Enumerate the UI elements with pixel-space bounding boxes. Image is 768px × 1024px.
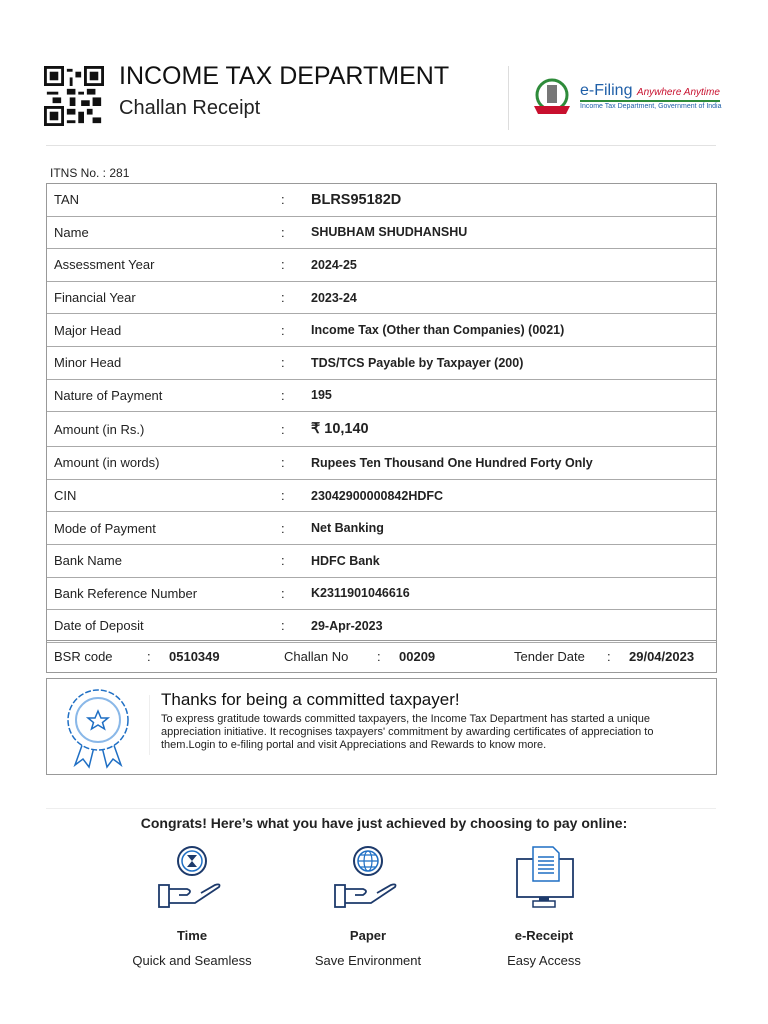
table-row: Amount (in Rs.): ₹ 10,140 (47, 412, 716, 448)
table-row: Amount (in words): Rupees Ten Thousand On… (47, 447, 716, 480)
table-row: Major Head: Income Tax (Other than Compan… (47, 314, 716, 347)
row-value: HDFC Bank (311, 553, 380, 568)
divider (46, 145, 716, 146)
page-title: INCOME TAX DEPARTMENT (119, 62, 450, 90)
divider (149, 695, 150, 755)
row-value: Net Banking (311, 521, 384, 536)
hourglass-hand-icon (158, 846, 221, 908)
row-label: Amount (in words) (54, 455, 160, 471)
row-label: Date of Deposit (54, 618, 144, 634)
table-row: TAN: BLRS95182D (47, 184, 716, 217)
row-value: 29-Apr-2023 (311, 618, 383, 633)
row-value: 23042900000842HDFC (311, 488, 444, 503)
row-label: Bank Reference Number (54, 585, 198, 601)
row-label: Name (54, 224, 89, 240)
feature-paper: Paper Save Environment (288, 845, 448, 968)
congrats-heading: Congrats! Here’s what you have just achi… (140, 815, 628, 831)
table-row: Mode of Payment: Net Banking (47, 512, 716, 545)
row-label: Bank Name (54, 553, 122, 569)
row-value: TDS/TCS Payable by Taxpayer (200) (311, 355, 524, 370)
row-value: BLRS95182D (311, 191, 402, 208)
tender-label: Tender Date (514, 649, 585, 664)
row-value: Rupees Ten Thousand One Hundred Forty On… (311, 455, 593, 470)
table-row: Minor Head: TDS/TCS Payable by Taxpayer (… (47, 347, 716, 380)
table-row: Date of Deposit:29-Apr-2023 (47, 610, 716, 643)
table-row: Nature of Payment:195 (47, 380, 716, 413)
row-label: TAN (54, 192, 80, 208)
bsr-code: 0510349 (169, 649, 220, 664)
feature-ereceipt: e-Receipt Easy Access (464, 845, 624, 968)
row-value: Income Tax (Other than Companies) (0021) (311, 323, 565, 338)
divider (508, 66, 509, 130)
table-row: Bank Reference Number: K2311901046616 (47, 578, 716, 611)
row-value: 2024-25 (311, 257, 357, 272)
table-row: Financial Year:2023-24 (47, 282, 716, 315)
table-row: Bank Name: HDFC Bank (47, 545, 716, 578)
row-label: Mode of Payment (54, 520, 156, 536)
divider (46, 808, 716, 809)
table-row: CIN:23042900000842HDFC (47, 480, 716, 513)
qr-code-icon (44, 66, 104, 126)
row-value: SHUBHAM SHUDHANSHU (311, 225, 468, 240)
efiling-logo: e-Filing Anywhere Anytime Income Tax Dep… (530, 76, 722, 120)
tender-date: 29/04/2023 (629, 649, 695, 664)
globe-hand-icon (334, 846, 397, 908)
feature-time: Time Quick and Seamless (112, 845, 272, 968)
row-label: Major Head (54, 322, 122, 338)
challan-number: 00209 (399, 649, 436, 664)
row-label: Minor Head (54, 355, 122, 371)
row-label: Financial Year (54, 290, 136, 306)
row-value: ₹ 10,140 (311, 421, 369, 438)
row-label: Assessment Year (54, 257, 155, 273)
challan-details-table: TAN: BLRS95182D Name: SHUBHAM SHUDHANSHU Ass… (46, 183, 717, 643)
row-value: 2023-24 (311, 290, 357, 305)
page-subtitle: Challan Receipt (119, 97, 261, 119)
bsr-label: BSR code (54, 649, 113, 664)
row-value: 195 (311, 388, 332, 403)
document-monitor-icon (516, 846, 574, 908)
bsr-row: BSR code : 0510349 Challan No : 00209 Te… (46, 640, 717, 673)
table-row: Name: SHUBHAM SHUDHANSHU (47, 217, 716, 250)
thanks-body: To express gratitude towards committed t… (161, 713, 654, 751)
challan-label: Challan No (284, 649, 349, 664)
appreciation-box: Thanks for being a committed taxpayer! T… (46, 678, 717, 775)
row-value: K2311901046616 (311, 586, 410, 601)
row-label: Nature of Payment (54, 387, 163, 403)
itns-number: ITNS No. : 281 (50, 166, 130, 180)
thanks-title: Thanks for being a committed taxpayer! (161, 690, 460, 709)
row-label: Amount (in Rs.) (54, 421, 145, 437)
award-badge-icon (67, 689, 129, 769)
row-label: CIN (54, 488, 77, 504)
emblem-icon (534, 78, 570, 114)
table-row: Assessment Year:2024-25 (47, 249, 716, 282)
